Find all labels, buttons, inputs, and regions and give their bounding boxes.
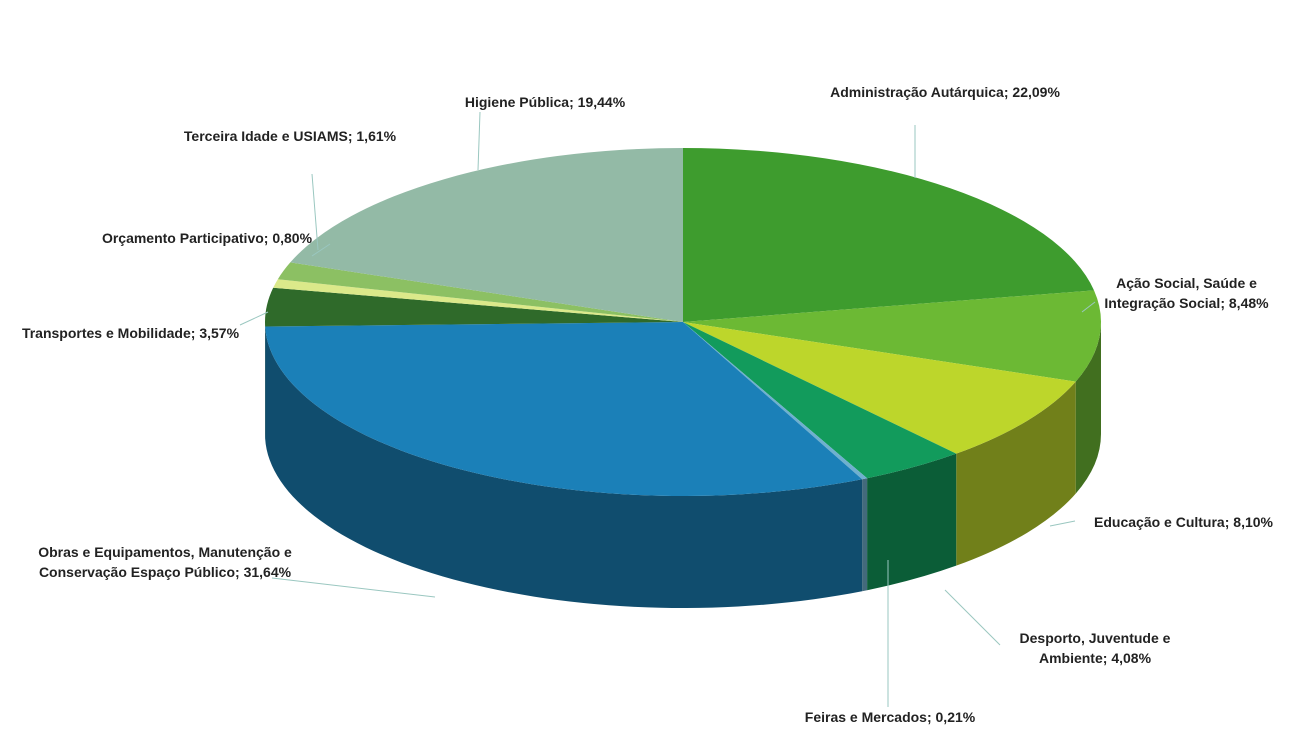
pie-side <box>265 326 863 608</box>
pie-slice <box>265 322 863 496</box>
pie-slice <box>683 322 957 479</box>
leader-line <box>239 311 269 326</box>
leader-line <box>944 589 1001 646</box>
value-label: 3,57% <box>199 325 240 341</box>
label-separator: ; <box>1220 295 1225 311</box>
label-separator: ; <box>263 230 269 246</box>
label-separator: ; <box>926 709 932 725</box>
label-separator: ; <box>1102 650 1108 666</box>
pie-slice <box>277 262 683 322</box>
label-separator: ; <box>1224 514 1230 530</box>
pie-slice <box>265 287 683 327</box>
data-label: Desporto, Juventude e Ambiente; 4,08% <box>1000 628 1190 668</box>
label-name: Administração Autárquica <box>830 84 1004 100</box>
label-name: Educação e Cultura <box>1094 514 1225 530</box>
label-name: Ação Social, Saúde e Integração Social <box>1104 275 1257 311</box>
data-label: Obras e Equipamentos, Manutenção e Conse… <box>30 542 300 582</box>
data-label: Higiene Pública; 19,44% <box>415 92 675 112</box>
pie-slice <box>683 322 868 480</box>
value-label: 4,08% <box>1111 650 1152 666</box>
label-name: Desporto, Juventude e Ambiente <box>1019 630 1171 666</box>
leader-line <box>1049 520 1076 527</box>
label-separator: ; <box>190 325 196 341</box>
data-label: Administração Autárquica; 22,09% <box>815 82 1075 102</box>
label-name: Transportes e Mobilidade <box>21 325 191 341</box>
label-separator: ; <box>569 94 574 110</box>
value-label: 8,10% <box>1233 514 1273 530</box>
leader-line <box>1081 301 1096 313</box>
pie-side <box>867 453 957 591</box>
data-label: Transportes e Mobilidade; 3,57% <box>8 323 253 343</box>
pie-slice <box>290 148 683 322</box>
label-name: Obras e Equipamentos, Manutenção e Conse… <box>38 544 292 580</box>
pie-side <box>956 381 1076 566</box>
label-name: Terceira Idade e USIAMS <box>183 128 348 144</box>
label-separator: ; <box>235 564 240 580</box>
label-name: Higiene Pública <box>464 94 570 110</box>
leader-line <box>477 111 481 171</box>
value-label: 1,61% <box>356 128 397 144</box>
data-label: Educação e Cultura; 8,10% <box>1076 512 1291 532</box>
data-label: Feiras e Mercados; 0,21% <box>740 707 1040 727</box>
pie-slice <box>683 148 1095 322</box>
label-separator: ; <box>1003 84 1009 100</box>
pie-slice <box>273 279 683 322</box>
label-name: Feiras e Mercados <box>804 709 927 725</box>
value-label: 8,48% <box>1228 295 1269 311</box>
label-separator: ; <box>347 128 353 144</box>
value-label: 19,44% <box>577 94 626 110</box>
value-label: 0,21% <box>935 709 976 725</box>
data-label: Orçamento Participativo; 0,80% <box>72 228 342 248</box>
pie-slice <box>683 322 1076 454</box>
value-label: 31,64% <box>243 564 292 580</box>
leader-line <box>271 577 436 598</box>
pie-slice <box>683 290 1101 382</box>
data-label: Terceira Idade e USIAMS; 1,61% <box>175 126 405 146</box>
leader-line <box>311 243 331 257</box>
value-label: 0,80% <box>272 230 313 246</box>
pie-side <box>862 478 868 592</box>
value-label: 22,09% <box>1012 84 1060 100</box>
label-name: Orçamento Participativo <box>101 230 264 246</box>
pie-side <box>1075 322 1101 494</box>
leader-line <box>311 173 319 251</box>
data-label: Ação Social, Saúde e Integração Social; … <box>1082 273 1291 313</box>
